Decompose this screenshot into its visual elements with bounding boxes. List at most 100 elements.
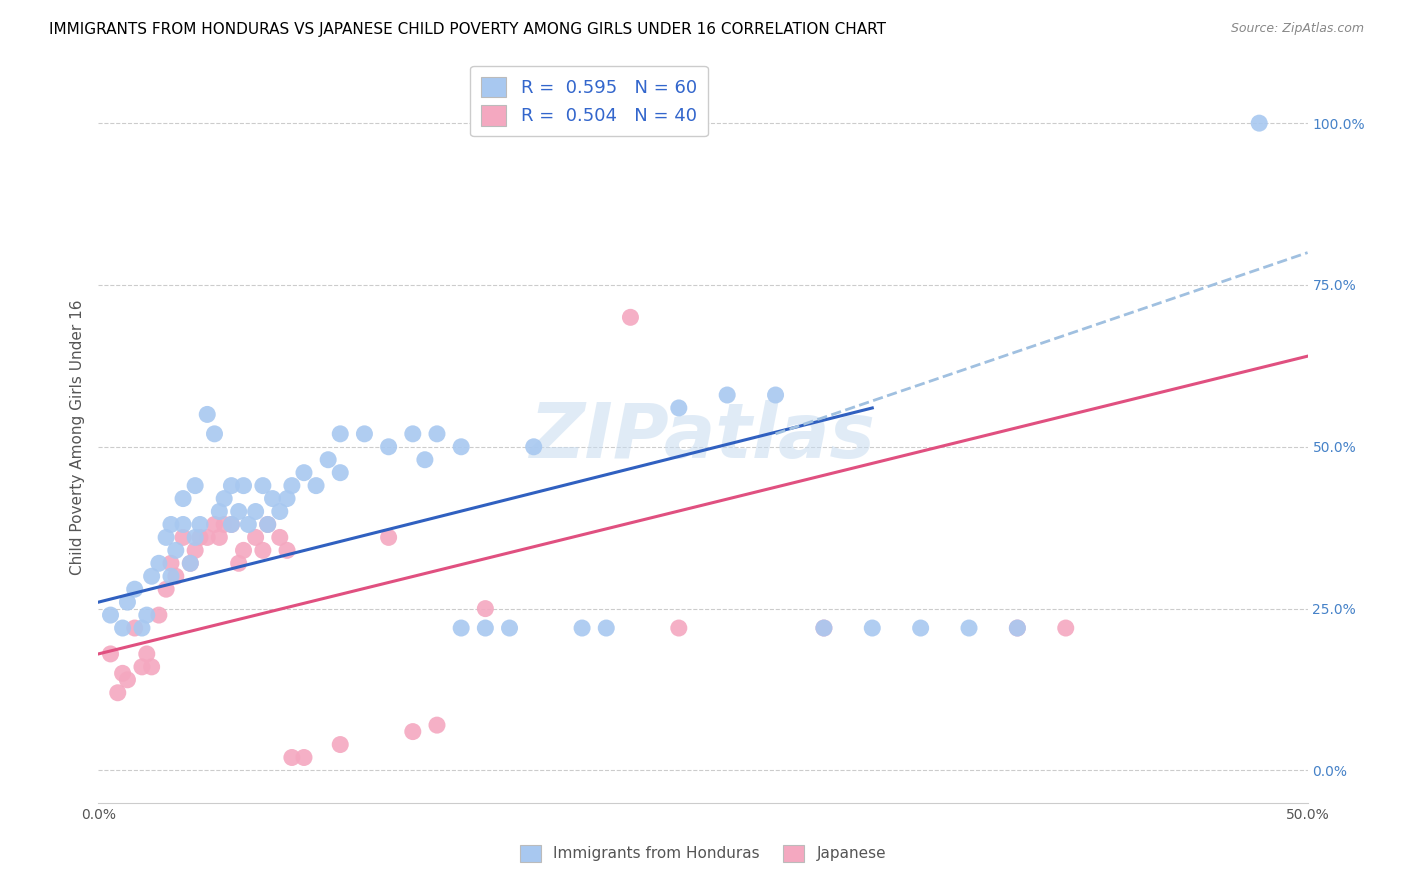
Point — [160, 517, 183, 532]
Point — [100, 647, 122, 661]
Point — [498, 621, 520, 635]
Point — [208, 504, 231, 518]
Point — [377, 440, 399, 454]
Point — [316, 452, 339, 467]
Point — [571, 621, 593, 635]
Point — [124, 621, 146, 635]
Point — [450, 621, 472, 635]
Point — [148, 608, 170, 623]
Point — [450, 440, 472, 454]
Point — [1007, 621, 1029, 635]
Point — [221, 478, 243, 492]
Point — [523, 440, 546, 454]
Point — [281, 478, 304, 492]
Point — [353, 426, 375, 441]
Point — [221, 517, 243, 532]
Text: Source: ZipAtlas.com: Source: ZipAtlas.com — [1230, 22, 1364, 36]
Point — [276, 491, 298, 506]
Point — [595, 621, 617, 635]
Point — [172, 530, 194, 544]
Point — [111, 621, 134, 635]
Point — [668, 621, 690, 635]
Point — [141, 569, 163, 583]
Legend: Immigrants from Honduras, Japanese: Immigrants from Honduras, Japanese — [513, 838, 893, 868]
Point — [716, 388, 738, 402]
Point — [179, 557, 201, 571]
Point — [329, 426, 352, 441]
Point — [256, 517, 278, 532]
Point — [377, 530, 399, 544]
Point — [305, 478, 328, 492]
Point — [232, 478, 254, 492]
Point — [619, 310, 641, 325]
Point — [195, 408, 218, 422]
Point — [245, 530, 267, 544]
Point — [148, 557, 170, 571]
Point — [172, 517, 194, 532]
Point — [165, 543, 187, 558]
Point — [402, 426, 425, 441]
Point — [269, 530, 291, 544]
Point — [100, 608, 122, 623]
Point — [188, 517, 211, 532]
Text: IMMIGRANTS FROM HONDURAS VS JAPANESE CHILD POVERTY AMONG GIRLS UNDER 16 CORRELAT: IMMIGRANTS FROM HONDURAS VS JAPANESE CHI… — [49, 22, 886, 37]
Text: ZIPatlas: ZIPatlas — [530, 401, 876, 474]
Point — [860, 621, 883, 635]
Point — [668, 401, 690, 415]
Point — [212, 517, 235, 532]
Point — [204, 517, 226, 532]
Point — [135, 608, 157, 623]
Y-axis label: Child Poverty Among Girls Under 16: Child Poverty Among Girls Under 16 — [69, 300, 84, 574]
Point — [155, 530, 177, 544]
Point — [179, 557, 201, 571]
Point — [117, 595, 139, 609]
Point — [1054, 621, 1077, 635]
Point — [131, 660, 153, 674]
Point — [1249, 116, 1271, 130]
Point — [329, 466, 352, 480]
Point — [160, 557, 183, 571]
Point — [957, 621, 980, 635]
Point — [124, 582, 146, 597]
Point — [195, 530, 218, 544]
Point — [413, 452, 436, 467]
Point — [135, 647, 157, 661]
Point — [262, 491, 284, 506]
Point — [212, 491, 235, 506]
Point — [111, 666, 134, 681]
Point — [252, 478, 274, 492]
Point — [107, 686, 129, 700]
Point — [117, 673, 139, 687]
Point — [474, 601, 496, 615]
Point — [165, 569, 187, 583]
Point — [292, 466, 315, 480]
Point — [160, 569, 183, 583]
Point — [252, 543, 274, 558]
Point — [281, 750, 304, 764]
Point — [256, 517, 278, 532]
Point — [910, 621, 932, 635]
Point — [245, 504, 267, 518]
Point — [402, 724, 425, 739]
Point — [204, 426, 226, 441]
Point — [141, 660, 163, 674]
Point — [131, 621, 153, 635]
Point — [184, 478, 207, 492]
Point — [813, 621, 835, 635]
Point — [228, 557, 250, 571]
Point — [276, 543, 298, 558]
Point — [172, 491, 194, 506]
Point — [813, 621, 835, 635]
Point — [426, 426, 449, 441]
Point — [426, 718, 449, 732]
Point — [228, 504, 250, 518]
Point — [208, 530, 231, 544]
Point — [232, 543, 254, 558]
Point — [1007, 621, 1029, 635]
Point — [474, 621, 496, 635]
Point — [292, 750, 315, 764]
Point — [155, 582, 177, 597]
Point — [184, 543, 207, 558]
Point — [765, 388, 787, 402]
Point — [269, 504, 291, 518]
